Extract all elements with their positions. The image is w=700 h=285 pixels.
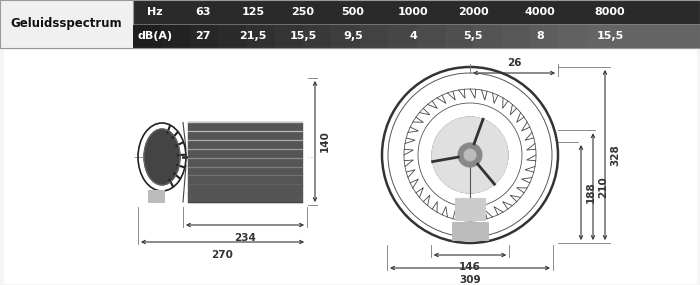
Text: 8: 8 <box>536 31 544 41</box>
Text: 15,5: 15,5 <box>289 31 316 41</box>
Text: 210: 210 <box>598 176 608 198</box>
Text: dB(A): dB(A) <box>137 31 173 41</box>
Bar <box>133 0 700 24</box>
Bar <box>274 24 304 48</box>
Text: 21,5: 21,5 <box>239 31 267 41</box>
Text: 234: 234 <box>234 233 256 243</box>
Text: 140: 140 <box>320 131 330 152</box>
Bar <box>303 24 332 48</box>
Bar <box>0 0 133 48</box>
Bar <box>218 24 247 48</box>
Text: Hz: Hz <box>147 7 163 17</box>
Text: 188: 188 <box>586 182 596 203</box>
Text: 27: 27 <box>195 31 211 41</box>
Text: 2000: 2000 <box>458 7 489 17</box>
Text: 8000: 8000 <box>595 7 625 17</box>
Text: 15,5: 15,5 <box>596 31 624 41</box>
Bar <box>148 190 164 202</box>
Circle shape <box>458 143 482 167</box>
Bar <box>445 24 474 48</box>
Bar <box>0 0 700 48</box>
Text: 328: 328 <box>610 144 620 166</box>
Bar <box>455 198 485 220</box>
Text: Geluidsspectrum: Geluidsspectrum <box>10 17 122 30</box>
Bar <box>530 24 559 48</box>
Circle shape <box>432 117 508 193</box>
Text: 500: 500 <box>342 7 365 17</box>
Text: 5,5: 5,5 <box>463 31 483 41</box>
Bar <box>360 24 389 48</box>
Bar <box>183 63 307 78</box>
Bar <box>4 50 696 283</box>
Bar <box>587 24 616 48</box>
Bar <box>246 24 276 48</box>
Bar <box>133 24 162 48</box>
Text: 146: 146 <box>459 262 481 272</box>
Bar <box>672 24 700 48</box>
Bar <box>452 222 488 240</box>
Text: 309: 309 <box>459 275 481 285</box>
Circle shape <box>464 149 476 161</box>
Bar <box>615 24 644 48</box>
Bar <box>473 24 503 48</box>
Bar <box>188 123 302 202</box>
Bar <box>190 24 219 48</box>
Bar <box>183 78 307 205</box>
Text: 9,5: 9,5 <box>343 31 363 41</box>
Bar <box>332 24 361 48</box>
Bar <box>388 24 417 48</box>
Text: 250: 250 <box>291 7 314 17</box>
Text: 270: 270 <box>211 250 233 260</box>
Bar <box>416 24 446 48</box>
Text: 63: 63 <box>195 7 211 17</box>
Text: 125: 125 <box>241 7 265 17</box>
Bar <box>501 24 531 48</box>
Text: 1000: 1000 <box>398 7 428 17</box>
Text: 4000: 4000 <box>524 7 555 17</box>
Bar <box>161 24 190 48</box>
Text: 26: 26 <box>507 58 522 68</box>
Ellipse shape <box>144 129 180 185</box>
Bar <box>559 24 587 48</box>
Bar <box>643 24 673 48</box>
Text: 4: 4 <box>409 31 417 41</box>
